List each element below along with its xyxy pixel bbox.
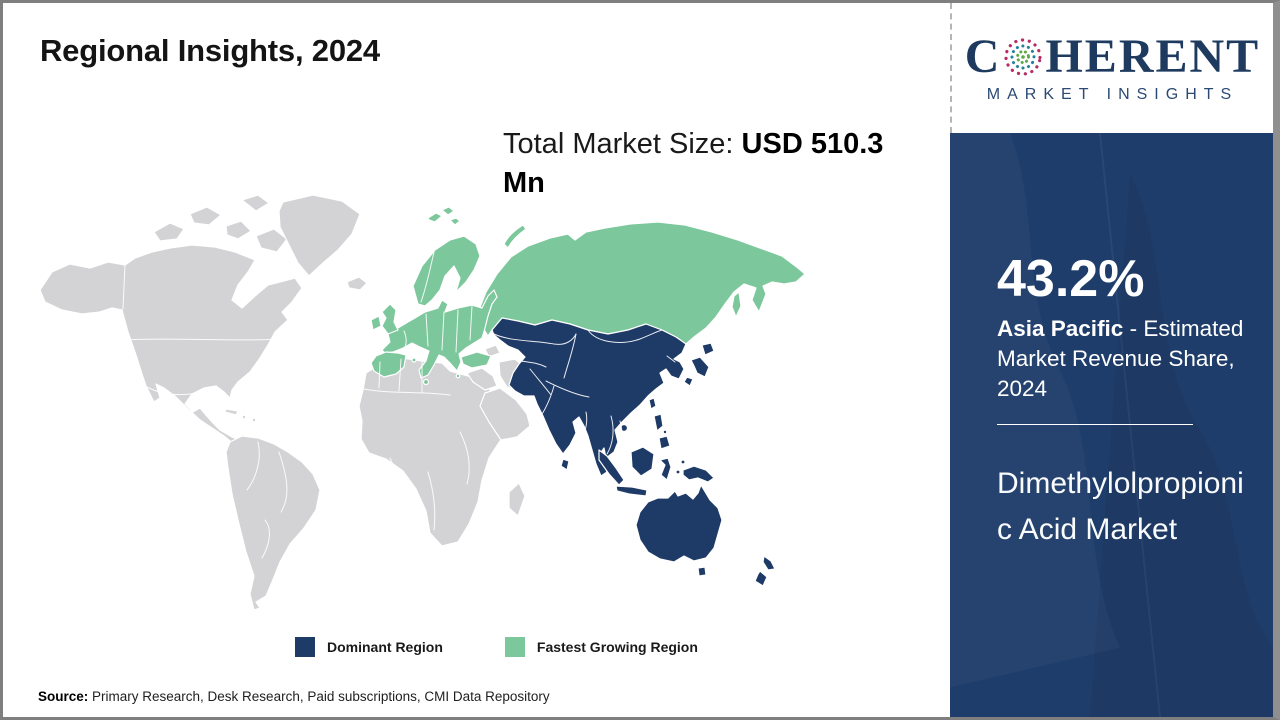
dominant-region-label: Dominant Region — [327, 639, 443, 655]
company-logo: C HERENT MARKET INSIGHTS — [950, 3, 1273, 133]
logo-letter-c: C — [964, 29, 1002, 83]
market-share-value: 43.2% — [997, 250, 1145, 308]
fastest-growing-region-swatch — [504, 637, 525, 657]
source-text: Primary Research, Desk Research, Paid su… — [88, 689, 550, 704]
logo-wordmark: C HERENT — [964, 29, 1261, 83]
source-line: Source: Primary Research, Desk Research,… — [38, 689, 550, 704]
logo-letters-rest: HERENT — [1045, 29, 1261, 83]
legend-item-fastest-growing: Fastest Growing Region — [504, 637, 698, 657]
world-map-svg — [39, 194, 806, 611]
legend-item-dominant: Dominant Region — [295, 637, 443, 657]
total-market-size-label: Total Market Size: — [503, 128, 742, 160]
map-legend: Dominant Region Fastest Growing Region — [295, 637, 698, 657]
total-market-size: Total Market Size: USD 510.3 Mn — [503, 125, 911, 203]
right-column: C HERENT MARKET INSIGHTS 43.2% — [950, 3, 1273, 717]
fastest-growing-region-label: Fastest Growing Region — [536, 639, 698, 655]
page-title: Regional Insights, 2024 — [40, 33, 380, 68]
stats-panel: 43.2% Asia Pacific - Estimated Market Re… — [950, 133, 1273, 717]
source-label: Source: — [38, 689, 89, 704]
globe-dots-icon — [1004, 37, 1043, 76]
market-name: Dimethylolpropionic Acid Market — [997, 467, 1244, 547]
logo-subtitle: MARKET INSIGHTS — [986, 85, 1239, 103]
market-share-description: Asia Pacific - Estimated Market Revenue … — [997, 314, 1265, 404]
share-region-desc: - Estimated Market Revenue Share, 2024 — [997, 316, 1244, 402]
world-map — [30, 190, 940, 635]
panel-divider — [997, 424, 1193, 426]
total-market-size-value: USD 510.3 Mn — [503, 128, 884, 199]
fastest-growing-region-shapes — [370, 206, 806, 386]
other-regions-shapes — [39, 194, 531, 611]
dominant-region-shapes — [491, 317, 776, 587]
share-region-name: Asia Pacific — [997, 316, 1124, 342]
dominant-region-swatch — [295, 637, 315, 657]
country-borders — [122, 251, 676, 559]
